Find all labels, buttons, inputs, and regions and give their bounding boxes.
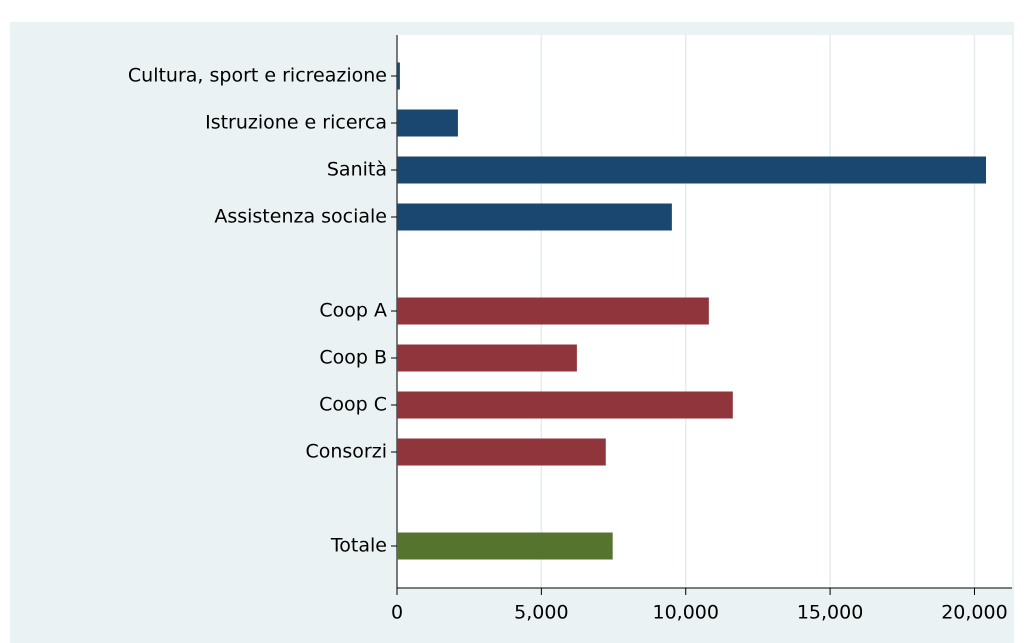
bar — [397, 438, 606, 466]
y-tick-label: Assistenza sociale — [214, 206, 387, 228]
x-tick-label: 10,000 — [652, 602, 718, 624]
y-tick-label: Consorzi — [305, 441, 387, 463]
bar — [397, 62, 400, 90]
y-tick-label: Sanità — [327, 159, 387, 181]
y-tick-label: Istruzione e ricerca — [205, 112, 387, 134]
y-tick-label: Totale — [330, 535, 387, 557]
bar — [397, 203, 672, 231]
x-tick-label: 20,000 — [941, 602, 1007, 624]
bar — [397, 109, 458, 137]
bar — [397, 156, 987, 184]
bar — [397, 391, 733, 419]
x-tick-label: 15,000 — [797, 602, 863, 624]
bar — [397, 344, 577, 372]
x-tick-label: 5,000 — [514, 602, 568, 624]
bar — [397, 297, 709, 325]
x-tick-label: 0 — [391, 602, 403, 624]
y-tick-label: Cultura, sport e ricreazione — [128, 65, 387, 87]
y-tick-label: Coop C — [319, 394, 387, 416]
y-tick-label: Coop B — [319, 347, 387, 369]
bar — [397, 532, 613, 560]
y-tick-label: Coop A — [319, 300, 387, 322]
